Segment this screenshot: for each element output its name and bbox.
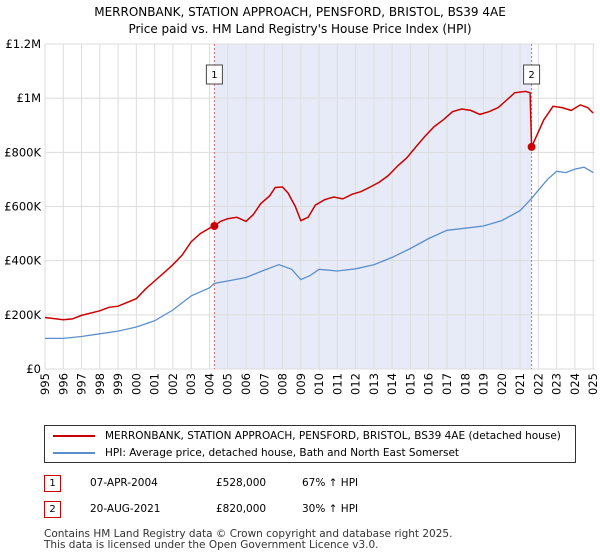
x-tick-label: 2014 <box>385 373 399 395</box>
sale-hpi-change: 30% ↑ HPI <box>302 503 359 515</box>
sale-label-box <box>523 64 541 85</box>
sale-price: £820,000 <box>216 503 267 515</box>
x-tick-label: 2017 <box>440 373 454 395</box>
sales-table: 1 07-APR-2004 £528,000 67% ↑ HPI 2 20-AU… <box>44 472 584 524</box>
y-tick-label: £400K <box>4 254 41 268</box>
sale-date: 07-APR-2004 <box>90 477 158 489</box>
y-tick-label: £0 <box>26 362 41 376</box>
x-tick-label: 2022 <box>531 373 545 395</box>
sale-hpi-change: 67% ↑ HPI <box>302 477 359 489</box>
x-tick-label: 2012 <box>349 373 363 395</box>
x-tick-label: 2011 <box>330 373 344 395</box>
x-tick-label: 2020 <box>495 373 509 395</box>
hpi-series-line <box>45 166 594 340</box>
x-tick-label: 2007 <box>257 373 271 395</box>
sale-label-box <box>205 64 223 85</box>
sale-point-marker <box>210 222 219 230</box>
x-tick-label: 2013 <box>367 373 381 395</box>
price-chart: MERRONBANK, STATION APPROACH, PENSFORD, … <box>4 5 600 395</box>
x-tick-label: 2010 <box>312 373 326 395</box>
sale-label-number: 2 <box>528 70 534 81</box>
sale-label-number: 1 <box>211 70 217 81</box>
x-tick-label: 2024 <box>568 373 582 395</box>
sale-date: 20-AUG-2021 <box>90 503 161 515</box>
x-tick-label: 2009 <box>294 373 308 395</box>
x-tick-label: 1997 <box>75 373 89 395</box>
legend-label-hpi: HPI: Average price, detached house, Bath… <box>105 447 460 459</box>
sale-price: £528,000 <box>216 477 267 489</box>
x-tick-label: 2004 <box>202 373 216 395</box>
x-tick-label: 2005 <box>221 373 235 395</box>
x-tick-label: 1999 <box>111 373 125 395</box>
x-tick-label: 2002 <box>166 373 180 395</box>
price-series-line <box>44 90 594 321</box>
sale-number-badge: 1 <box>44 475 61 492</box>
x-tick-label: 2001 <box>148 373 162 395</box>
x-tick-label: 2025 <box>586 373 600 395</box>
y-tick-label: £200K <box>4 308 41 322</box>
x-tick-label: 2008 <box>276 373 290 395</box>
chart-subtitle: Price paid vs. HM Land Registry's House … <box>128 22 471 36</box>
x-tick-label: 2019 <box>477 373 491 395</box>
legend-label-price: MERRONBANK, STATION APPROACH, PENSFORD, … <box>105 430 561 442</box>
y-tick-label: £1M <box>16 91 41 105</box>
x-tick-label: 2006 <box>239 373 253 395</box>
x-tick-label: 1995 <box>38 373 52 395</box>
x-tick-label: 2016 <box>422 373 436 395</box>
legend-item-price: MERRONBANK, STATION APPROACH, PENSFORD, … <box>53 428 561 444</box>
y-tick-label: £600K <box>4 200 41 214</box>
y-tick-label: £800K <box>4 145 41 159</box>
footer-attribution: Contains HM Land Registry data © Crown c… <box>44 529 452 551</box>
x-tick-label: 2003 <box>184 373 198 395</box>
legend: MERRONBANK, STATION APPROACH, PENSFORD, … <box>44 425 576 463</box>
legend-swatch-hpi <box>53 452 95 454</box>
legend-swatch-price <box>53 435 95 437</box>
x-tick-label: 2021 <box>513 373 527 395</box>
x-tick-label: 1998 <box>93 373 107 395</box>
footer-line-licence: This data is licensed under the Open Gov… <box>44 539 379 551</box>
x-tick-label: 2015 <box>403 373 417 395</box>
sale-number-badge: 2 <box>44 501 61 518</box>
legend-item-hpi: HPI: Average price, detached house, Bath… <box>53 445 459 461</box>
sale-row: 2 20-AUG-2021 £820,000 30% ↑ HPI <box>44 498 584 524</box>
sale-point-marker <box>527 142 536 151</box>
footer-line-copyright: Contains HM Land Registry data © Crown c… <box>44 528 453 540</box>
x-tick-label: 2000 <box>129 373 143 395</box>
x-tick-label: 2023 <box>550 373 564 395</box>
x-tick-label: 2018 <box>458 373 472 395</box>
x-tick-label: 1996 <box>56 373 70 395</box>
sale-row: 1 07-APR-2004 £528,000 67% ↑ HPI <box>44 472 584 498</box>
y-tick-label: £1.2M <box>5 37 41 51</box>
chart-title: MERRONBANK, STATION APPROACH, PENSFORD, … <box>94 5 506 19</box>
